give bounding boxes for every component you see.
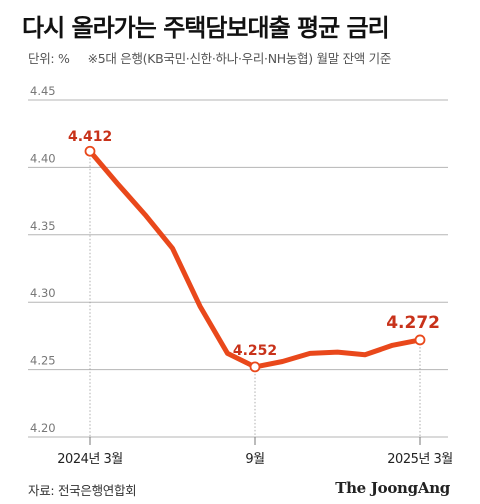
- series-line-group: [87, 148, 423, 370]
- y-tick-label: 4.35: [30, 219, 56, 233]
- chart-subtitle: 단위: % ※5대 은행(KB국민·신한·하나·우리·NH농협) 월말 잔액 기준: [28, 48, 391, 67]
- drop-lines: [89, 151, 421, 445]
- y-tick-label: 4.45: [30, 84, 56, 98]
- gridlines: [28, 99, 448, 438]
- data-label: 4.272: [386, 313, 440, 333]
- data-points: [84, 145, 426, 373]
- chart-title: 다시 올라가는 주택담보대출 평균 금리: [22, 14, 390, 42]
- x-axis-ticks: 2024년 3월 9월 2025년 3월: [57, 437, 453, 467]
- data-point: [414, 334, 426, 346]
- data-label: 4.412: [68, 129, 112, 145]
- source-note: ※5대 은행(KB국민·신한·하나·우리·NH농협) 월말 잔액 기준: [87, 51, 392, 66]
- unit-label: 단위: %: [28, 51, 70, 66]
- footer-source: 자료: 전국은행연합회: [28, 483, 137, 498]
- data-labels: 4.412 4.252 4.272: [68, 129, 440, 359]
- x-tick-label: 2025년 3월: [387, 452, 452, 467]
- y-tick-label: 4.25: [30, 354, 56, 368]
- y-axis-ticks: 4.45 4.40 4.35 4.30 4.25 4.20: [30, 84, 56, 435]
- y-tick-label: 4.20: [30, 421, 56, 435]
- data-point: [84, 145, 96, 157]
- data-label: 4.252: [233, 343, 277, 359]
- x-tick-label: 2024년 3월: [57, 452, 122, 467]
- publisher-logo: The JoongAng: [335, 479, 450, 497]
- x-tick-label: 9월: [245, 452, 264, 467]
- y-tick-label: 4.40: [30, 151, 56, 165]
- series-line: [87, 148, 423, 370]
- y-tick-label: 4.30: [30, 286, 56, 300]
- data-point: [249, 361, 261, 373]
